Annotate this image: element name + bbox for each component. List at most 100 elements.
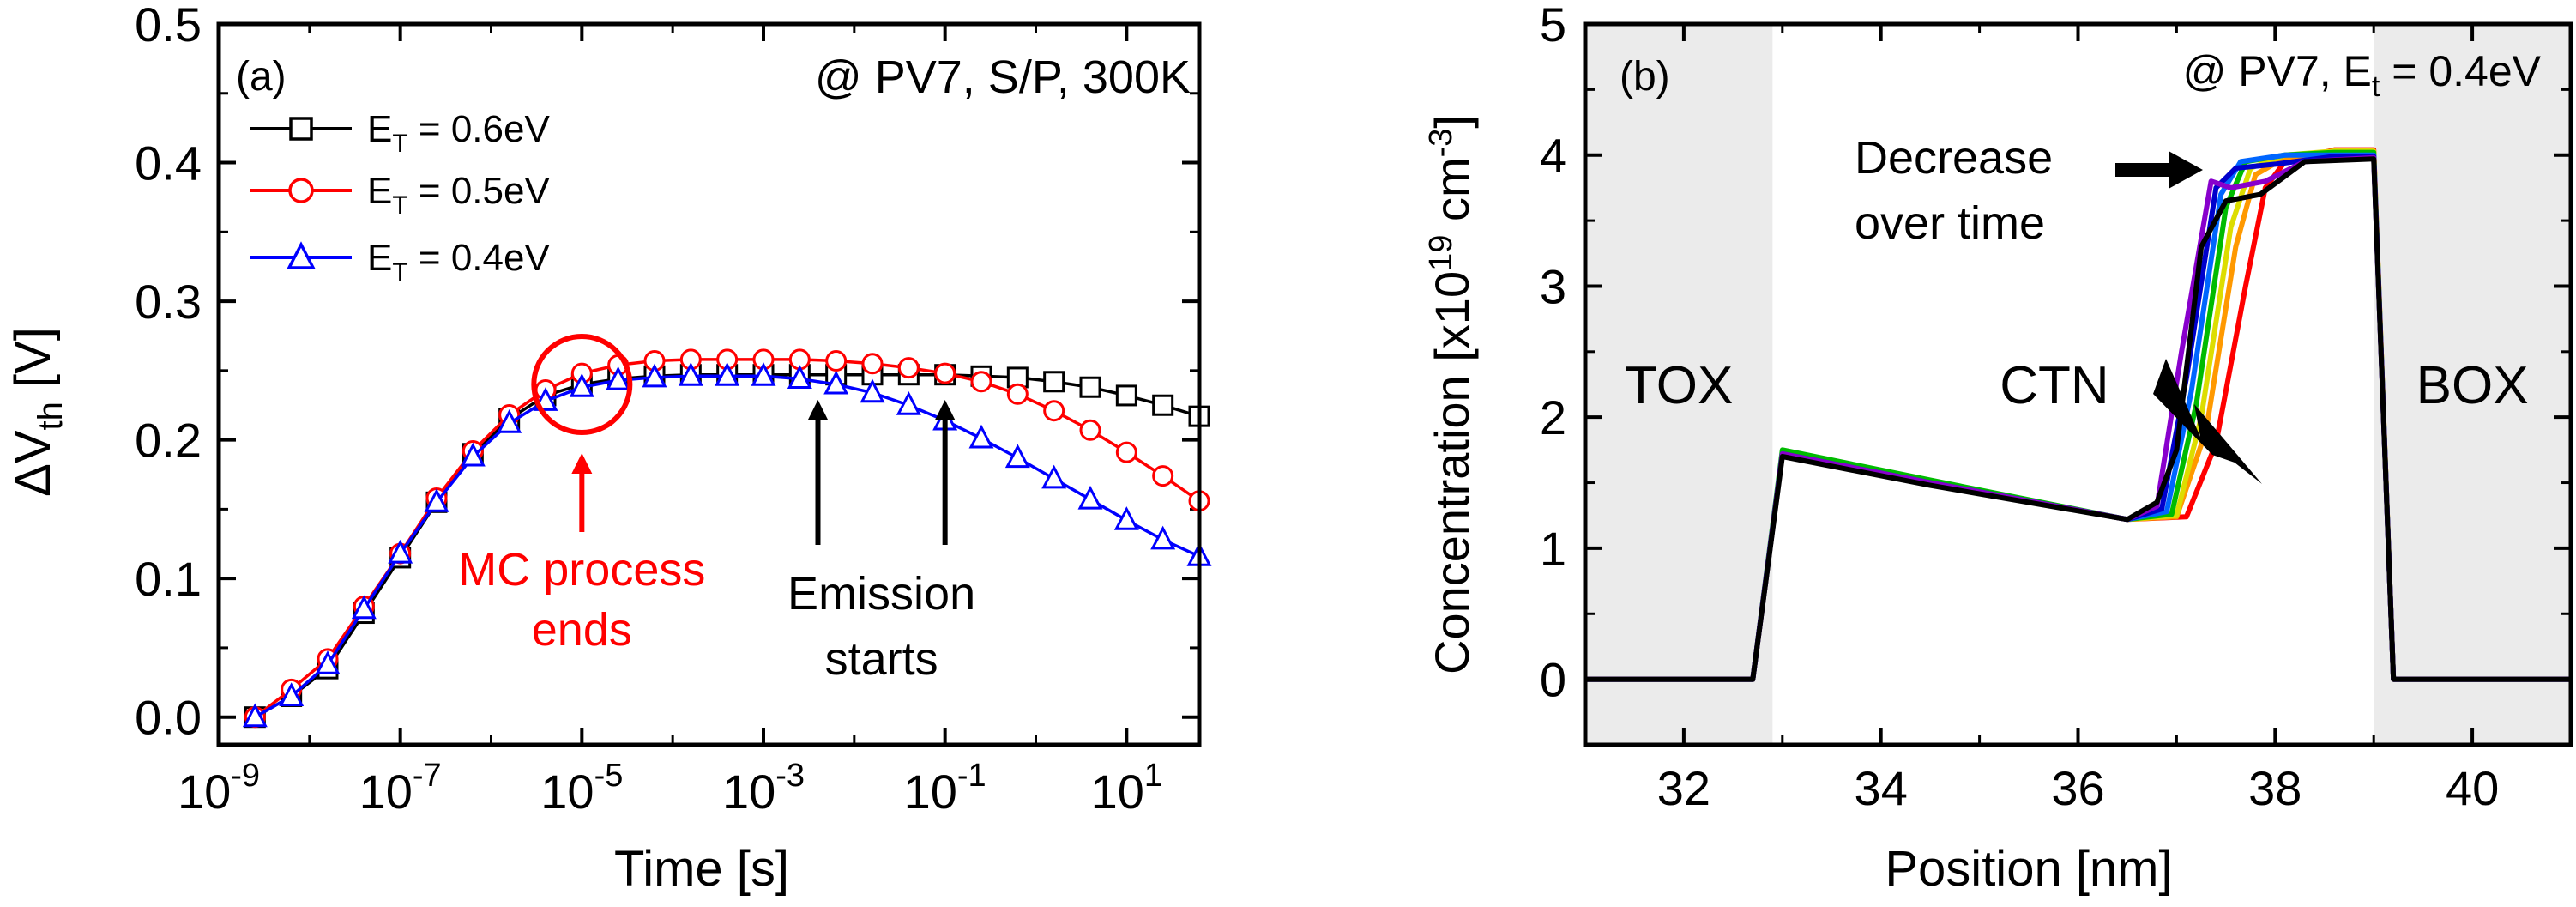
b-ytick-label: 3	[1540, 259, 1566, 313]
ctn-arrow	[2153, 359, 2262, 484]
region-label-tox: TOX	[1625, 356, 1733, 415]
b-series-group	[1585, 147, 2571, 682]
a-point-triangle	[968, 424, 994, 449]
a-point-triangle	[896, 390, 921, 415]
legend-label-1: ET = 0.5eV	[367, 170, 550, 220]
a-point-square	[1079, 376, 1101, 398]
mc-highlight-circle	[531, 334, 633, 435]
b-ytick-label: 1	[1540, 522, 1566, 576]
legend-item-1: ET = 0.5eV	[250, 170, 550, 220]
b-x-axis-label: Position [nm]	[1885, 841, 2172, 897]
b-shaded-regions: TOX BOX	[1585, 24, 2571, 745]
a-point-triangle	[388, 539, 413, 564]
a-y-axis-label: ΔVth [V]	[5, 327, 69, 497]
a-xtick-label: 10-5	[540, 758, 623, 819]
a-xtick-label: 101	[1091, 758, 1162, 819]
a-point-triangle	[279, 682, 305, 706]
a-ytick-label: 0.3	[135, 275, 202, 329]
a-point-square	[1115, 384, 1137, 407]
shaded-region-box	[2374, 24, 2571, 745]
b-plot-frame	[1583, 21, 2573, 747]
mc-label-line1: MC process	[458, 544, 705, 596]
b-series-line-3	[1585, 149, 2571, 682]
legend-label-2: ET = 0.4eV	[367, 237, 550, 287]
b-panel-label: (b)	[1620, 54, 1670, 100]
a-point-triangle	[787, 365, 812, 390]
decrease-label-line2: over time	[1855, 197, 2045, 249]
b-xtick-label: 34	[1855, 761, 1908, 815]
a-ytick-label: 0.4	[135, 136, 202, 190]
a-ytick-label: 0.2	[135, 414, 202, 468]
legend-item-2: ET = 0.4eV	[250, 237, 550, 287]
a-point-circle	[970, 371, 992, 393]
b-series-line-7	[1585, 156, 2571, 682]
a-point-triangle	[715, 362, 740, 386]
b-ytick-label: 2	[1540, 390, 1566, 444]
a-point-triangle	[1113, 506, 1139, 530]
b-ytick-label: 4	[1540, 129, 1566, 183]
a-ytick-label: 0.1	[135, 552, 202, 606]
a-point-triangle	[1041, 464, 1067, 489]
a-ytick-label: 0.0	[135, 691, 202, 745]
a-panel-label: (a)	[236, 54, 287, 100]
a-point-triangle	[860, 378, 885, 403]
a-point-triangle	[242, 703, 268, 728]
a-point-circle	[897, 357, 920, 379]
a-x-axis-label: Time [s]	[614, 841, 789, 897]
a-point-circle	[861, 353, 884, 375]
b-ytick-label: 5	[1540, 0, 1566, 51]
a-tick-marks: 0.0 0.1 0.2 0.3 0.4 0.5 10-9 10-7 10-5 10-3 10-1 10…	[135, 0, 1199, 819]
decrease-arrow	[2115, 151, 2203, 189]
decrease-label-line1: Decrease	[1855, 132, 2053, 184]
a-plot-frame	[216, 21, 1202, 747]
a-series-group	[242, 348, 1212, 729]
panel-a: 0.0 0.1 0.2 0.3 0.4 0.5 10-9 10-7 10-5 10-3 10-1 10…	[5, 0, 1212, 897]
a-point-triangle	[823, 370, 849, 395]
a-point-triangle	[606, 366, 631, 390]
a-point-circle	[1152, 465, 1174, 487]
b-xtick-label: 40	[2446, 761, 2499, 815]
a-point-triangle	[1150, 525, 1176, 550]
region-label-box: BOX	[2416, 356, 2529, 415]
a-point-triangle	[569, 372, 594, 397]
a-point-circle	[825, 350, 848, 372]
emission-label-line2: starts	[825, 633, 938, 685]
a-condition-annotation: @ PV7, S/P, 300K	[815, 51, 1191, 103]
a-point-triangle	[1077, 485, 1103, 510]
mc-label-line2: ends	[532, 604, 632, 656]
b-xtick-label: 38	[2248, 761, 2302, 815]
b-condition-annotation: @ PV7, Et = 0.4eV	[2183, 47, 2542, 103]
shaded-region-tox	[1585, 24, 1773, 745]
b-ytick-label: 0	[1540, 653, 1566, 707]
a-point-triangle	[642, 363, 667, 388]
a-point-circle	[934, 362, 956, 384]
a-point-triangle	[315, 650, 341, 674]
a-point-square	[1043, 371, 1065, 393]
a-point-circle	[1115, 441, 1137, 463]
ctn-label: CTN	[2000, 356, 2108, 415]
a-point-circle	[1043, 400, 1065, 422]
a-point-triangle	[424, 488, 449, 512]
a-ytick-label: 0.5	[135, 0, 202, 51]
a-legend: ET = 0.6eV ET = 0.5eV ET = 0.4eV	[250, 108, 550, 287]
a-point-square	[1152, 394, 1174, 416]
b-annotations: CTN Decrease over time	[1855, 132, 2262, 484]
a-point-triangle	[1004, 444, 1030, 469]
a-point-triangle	[497, 408, 522, 433]
legend-item-0: ET = 0.6eV	[250, 108, 550, 158]
a-xtick-label: 10-9	[178, 758, 260, 819]
a-point-circle	[1006, 383, 1029, 405]
b-xtick-label: 32	[1657, 761, 1710, 815]
a-point-triangle	[460, 442, 486, 467]
b-y-axis-label: Concentration [x1019 cm-3]	[1423, 115, 1479, 674]
a-point-triangle	[678, 362, 703, 386]
legend-label-0: ET = 0.6eV	[367, 108, 550, 158]
b-xtick-label: 36	[2051, 761, 2104, 815]
emission-label-line1: Emission	[787, 568, 975, 620]
a-annotations: MC process ends Emission starts	[458, 334, 975, 685]
a-xtick-label: 10-3	[722, 758, 805, 819]
a-point-triangle	[751, 362, 776, 386]
